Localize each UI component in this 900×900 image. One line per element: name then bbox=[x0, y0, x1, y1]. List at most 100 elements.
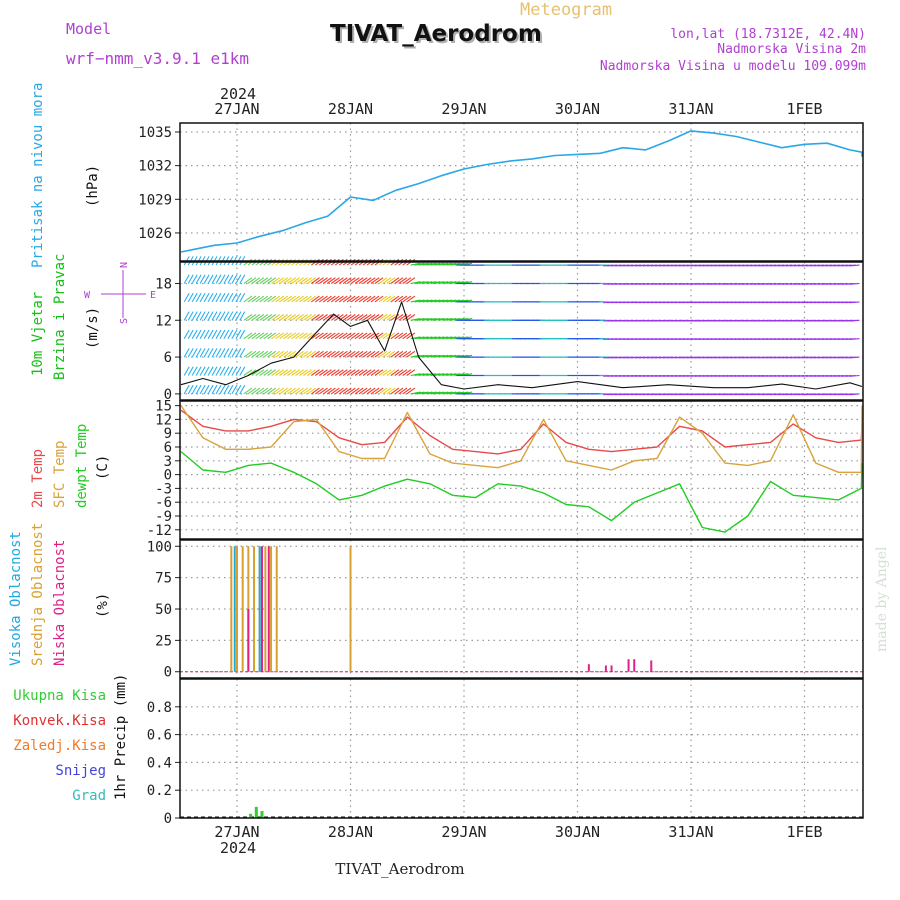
wind-barb bbox=[231, 292, 238, 303]
wind-barb bbox=[454, 373, 465, 377]
wind-barb bbox=[326, 332, 336, 340]
wind-barb bbox=[406, 369, 416, 376]
wind-barb bbox=[271, 332, 281, 340]
wind-barb bbox=[231, 366, 238, 376]
wind-barb bbox=[303, 332, 312, 340]
wind-barb bbox=[442, 354, 453, 358]
wind-barb bbox=[402, 332, 412, 340]
date-label-top: 29JAN bbox=[441, 100, 486, 118]
wind-barb bbox=[263, 295, 273, 303]
wind-barb bbox=[338, 350, 348, 358]
wind-barb bbox=[299, 387, 308, 395]
wind-barb bbox=[358, 369, 368, 376]
wind-barb bbox=[414, 262, 425, 266]
wind-barb bbox=[354, 314, 364, 321]
wind-barb bbox=[330, 350, 340, 358]
wind-barb bbox=[271, 369, 281, 376]
model-elevation-text: Nadmorska Visina u modelu 109.099m bbox=[600, 59, 866, 74]
wind-barb bbox=[307, 277, 316, 284]
wind-barb bbox=[430, 262, 441, 266]
wind-barb bbox=[406, 387, 416, 395]
date-label-bottom: 30JAN bbox=[555, 823, 600, 841]
wind-barb bbox=[283, 277, 293, 284]
wind-barb bbox=[191, 366, 198, 376]
wind-barb bbox=[402, 369, 412, 376]
y-tick-label: 75 bbox=[155, 571, 172, 587]
wind-barb bbox=[446, 391, 457, 395]
date-label-top: 28JAN bbox=[328, 100, 373, 118]
wind-barb bbox=[450, 299, 461, 303]
wind-barb bbox=[378, 387, 388, 395]
compass-e: E bbox=[150, 290, 156, 301]
y-tick-label: -6 bbox=[155, 495, 172, 511]
wind-barb bbox=[350, 295, 360, 303]
wind-barb bbox=[223, 311, 230, 321]
panel-frame bbox=[179, 122, 864, 262]
wind-barb bbox=[287, 369, 297, 376]
wind-barb bbox=[199, 384, 206, 395]
wind-barb bbox=[334, 369, 344, 376]
wind-barb bbox=[243, 387, 253, 395]
wind-barb bbox=[307, 314, 316, 321]
wind-barb bbox=[330, 369, 340, 376]
wind-barb bbox=[338, 332, 348, 340]
wind-barb bbox=[207, 384, 214, 395]
wind-barb bbox=[394, 369, 404, 376]
wind-barb bbox=[426, 262, 437, 266]
wind-barb bbox=[287, 387, 297, 395]
wind-barb bbox=[402, 350, 412, 358]
wind-barb bbox=[247, 314, 257, 321]
wind-barb bbox=[442, 281, 453, 285]
wind-barb bbox=[346, 314, 356, 321]
wind-barb bbox=[215, 348, 222, 358]
wind-barb bbox=[215, 292, 222, 303]
wind-barb bbox=[275, 369, 285, 376]
wind-barb bbox=[338, 387, 348, 395]
wind-barb bbox=[366, 295, 376, 303]
wind-barb bbox=[394, 332, 404, 340]
wind-barb bbox=[378, 314, 388, 321]
wind-barb bbox=[402, 295, 412, 303]
wind-barb bbox=[446, 281, 457, 285]
wind-barb bbox=[295, 314, 304, 321]
wind-barb bbox=[187, 384, 194, 395]
compass-w: W bbox=[84, 290, 91, 301]
wind-barb bbox=[271, 277, 281, 284]
wind-barb bbox=[334, 314, 344, 321]
wind-barb bbox=[211, 348, 218, 358]
wind-barb bbox=[354, 295, 364, 303]
wind-barb bbox=[422, 299, 433, 303]
wind-barb bbox=[219, 274, 226, 284]
wind-barb bbox=[322, 369, 332, 376]
wind-barb bbox=[227, 384, 234, 395]
wind-barb bbox=[454, 262, 465, 266]
wind-barb bbox=[454, 299, 465, 303]
wind-barb bbox=[410, 354, 421, 358]
wind-barb bbox=[295, 350, 304, 358]
wind-barb bbox=[354, 277, 364, 284]
wind-barb bbox=[203, 292, 210, 303]
wind-barb bbox=[418, 373, 429, 377]
wind-barb bbox=[283, 332, 293, 340]
y-tick-label: 15 bbox=[155, 399, 172, 415]
model-name: wrf−nmm_v3.9.1 e1km bbox=[66, 49, 249, 68]
y-tick-label: 25 bbox=[155, 633, 172, 649]
wind-barb bbox=[374, 332, 384, 340]
wind-barb bbox=[346, 387, 356, 395]
wind-barb bbox=[426, 336, 437, 340]
wind-barb bbox=[446, 373, 457, 377]
wind-barb bbox=[350, 332, 360, 340]
wind-barb bbox=[215, 311, 222, 321]
wind-barb bbox=[183, 311, 190, 321]
wind-barb bbox=[358, 295, 368, 303]
wind-barb bbox=[430, 391, 441, 395]
pressure-line bbox=[180, 130, 863, 253]
wind-barb bbox=[438, 262, 449, 266]
wind-barb bbox=[386, 387, 396, 395]
wind-barb bbox=[414, 299, 425, 303]
lonlat-text: lon,lat (18.7312E, 42.4N) bbox=[670, 27, 866, 42]
wind-barb bbox=[398, 350, 408, 358]
wind-barb bbox=[251, 332, 261, 340]
y-tick-label: 0.8 bbox=[147, 700, 172, 716]
precip-legend-frozen: Zaledj.Kisa bbox=[13, 738, 106, 754]
